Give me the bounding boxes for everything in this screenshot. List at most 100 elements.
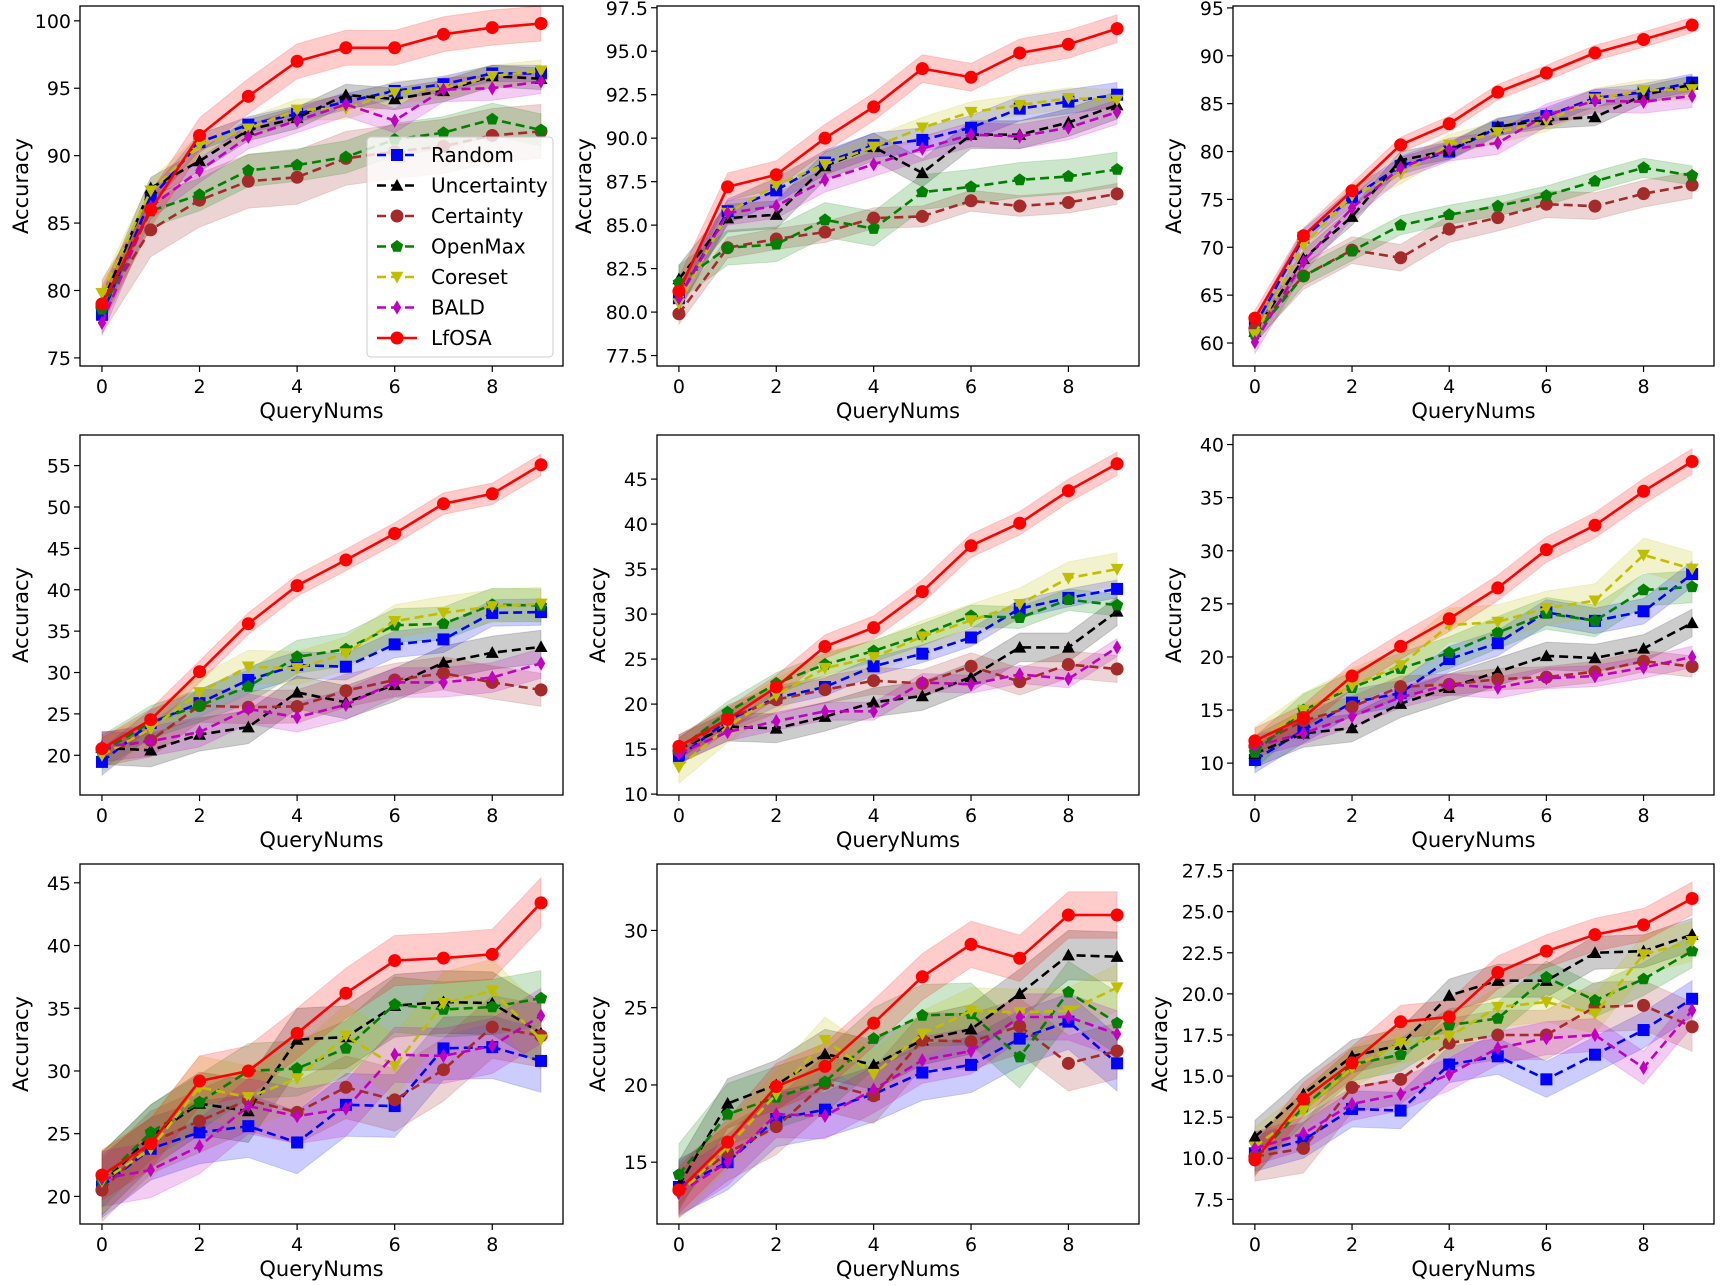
data-point-lfosa — [95, 297, 109, 311]
data-point-certainty — [1110, 187, 1124, 201]
data-point-certainty — [818, 683, 832, 697]
axes-frame — [656, 863, 1140, 1225]
data-point-coreset — [818, 662, 832, 675]
y-tick-label: 60 — [1200, 333, 1224, 355]
x-tick-label: 6 — [965, 805, 977, 827]
data-point-lfosa — [818, 1059, 832, 1073]
data-point-lfosa — [193, 1074, 207, 1088]
data-point-uncertainty — [1685, 616, 1699, 629]
band-bald — [101, 68, 542, 336]
y-tick-label: 40 — [47, 936, 71, 958]
data-point-certainty — [964, 659, 978, 673]
data-point-bald — [1250, 1141, 1260, 1156]
data-point-coreset — [534, 65, 548, 78]
x-tick-label: 6 — [389, 805, 401, 827]
data-point-openmax — [916, 1008, 929, 1021]
data-point-certainty — [241, 174, 255, 188]
y-tick-label: 25 — [1200, 594, 1224, 616]
x-tick-label: 2 — [770, 1234, 782, 1256]
data-point-lfosa — [339, 553, 353, 567]
series-line-random — [101, 610, 542, 763]
data-point-openmax — [1062, 169, 1075, 182]
data-point-bald — [536, 74, 546, 89]
data-point-coreset — [818, 159, 832, 171]
data-point-openmax — [1491, 199, 1504, 212]
y-tick-label: 35 — [1200, 488, 1224, 510]
data-point-bald — [97, 315, 107, 331]
data-point-lfosa — [1061, 37, 1075, 51]
data-point-bald — [1590, 668, 1600, 684]
series-line-lfosa — [677, 913, 1118, 1191]
x-tick-label: 8 — [1638, 1234, 1650, 1256]
series-line-bald — [1253, 94, 1693, 343]
data-point-coreset — [485, 601, 499, 613]
y-tick-label: 90 — [47, 146, 71, 168]
series-line-uncertainty — [1253, 83, 1693, 333]
data-point-lfosa — [1248, 311, 1262, 325]
band-random — [101, 598, 542, 777]
y-tick-label: 97.5 — [606, 0, 648, 20]
legend-label-uncertainty: Uncertainty — [431, 174, 548, 198]
series-line-uncertainty — [677, 953, 1118, 1187]
band-coreset — [678, 963, 1118, 1219]
x-tick-label: 2 — [770, 805, 782, 827]
data-point-coreset — [1110, 94, 1124, 107]
data-point-openmax — [388, 998, 401, 1010]
series-line-coreset — [100, 69, 542, 294]
x-tick-label: 0 — [96, 376, 108, 398]
data-point-random — [1637, 1024, 1650, 1037]
data-point-openmax — [1013, 173, 1026, 186]
data-point-coreset — [1061, 572, 1075, 585]
data-point-openmax — [437, 126, 450, 138]
data-point-lfosa — [1539, 543, 1553, 557]
legend-label-lfosa: LfOSA — [431, 326, 492, 350]
data-point-certainty — [1110, 1044, 1124, 1058]
data-point-certainty — [339, 1080, 353, 1094]
series-line-bald — [100, 80, 542, 324]
data-point-lfosa — [388, 954, 402, 968]
data-point-certainty — [1588, 199, 1602, 213]
data-point-uncertainty — [1491, 974, 1505, 986]
data-point-random — [1394, 1104, 1407, 1117]
data-point-bald — [1639, 1060, 1648, 1075]
data-point-coreset — [241, 661, 255, 674]
data-point-random — [291, 1136, 304, 1149]
data-point-uncertainty — [1588, 946, 1602, 958]
data-point-lfosa — [388, 526, 402, 540]
data-point-bald — [536, 656, 546, 671]
data-point-lfosa — [964, 937, 978, 951]
data-point-lfosa — [1345, 184, 1359, 198]
data-point-lfosa — [1685, 18, 1699, 32]
band-lfosa — [1254, 16, 1693, 328]
data-point-openmax — [1588, 174, 1602, 187]
data-point-lfosa — [769, 1079, 783, 1093]
series-line-coreset — [678, 567, 1118, 769]
data-point-lfosa — [193, 128, 207, 142]
y-tick-label: 20 — [47, 745, 71, 767]
data-point-certainty — [964, 1035, 978, 1049]
data-point-certainty — [1394, 251, 1408, 265]
data-point-openmax — [1686, 944, 1699, 957]
data-point-bald — [1687, 1003, 1697, 1018]
data-point-uncertainty — [1061, 948, 1075, 961]
data-point-certainty — [1061, 1056, 1075, 1070]
x-tick-label: 8 — [486, 376, 498, 398]
legend-label-coreset: Coreset — [431, 265, 508, 289]
x-tick-label: 6 — [965, 1234, 977, 1256]
data-point-certainty — [769, 1120, 783, 1134]
data-point-lfosa — [1685, 455, 1699, 469]
subplot-6: 0 2 4 6 8 10 15 20 25 30 35 40 QueryNums Accuracy — [1162, 434, 1715, 852]
data-point-random — [437, 1042, 450, 1055]
data-point-bald — [1064, 1009, 1073, 1025]
subplot-8: 0 2 4 6 8 15 20 25 30 QueryNums Accuracy — [586, 863, 1140, 1281]
series-line-certainty — [677, 192, 1118, 315]
x-tick-label: 0 — [1249, 1234, 1261, 1256]
data-point-uncertainty — [241, 720, 255, 733]
series-line-openmax — [100, 117, 542, 310]
data-point-lfosa — [534, 17, 548, 31]
data-point-certainty — [672, 307, 686, 321]
data-point-bald — [488, 81, 497, 96]
data-point-random — [388, 638, 401, 651]
x-tick-label: 0 — [673, 376, 685, 398]
data-point-uncertainty — [193, 154, 207, 167]
